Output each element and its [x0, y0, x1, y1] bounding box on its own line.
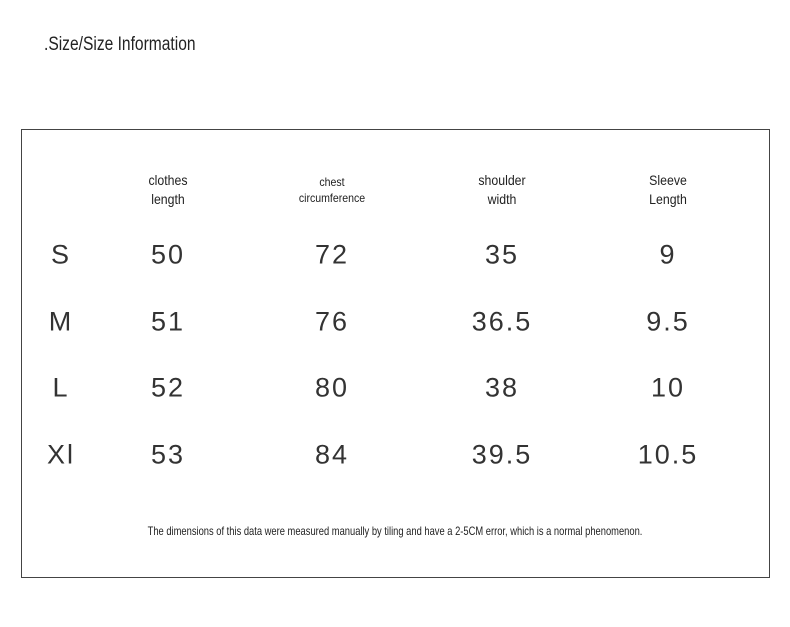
table-cell: 9.5 — [646, 306, 690, 337]
table-cell: 84 — [314, 439, 350, 470]
size-table — [21, 129, 770, 578]
footnote: The dimensions of this data were measure… — [147, 524, 643, 538]
table-cell: 36.5 — [471, 306, 533, 337]
row-label: Xl — [46, 439, 76, 470]
table-cell: 9 — [659, 239, 677, 270]
column-header: clothes length — [148, 172, 188, 207]
row-label: S — [50, 239, 72, 270]
table-cell: 10.5 — [637, 439, 699, 470]
row-label: L — [52, 372, 70, 403]
table-cell: 52 — [150, 372, 186, 403]
table-cell: 76 — [314, 306, 350, 337]
column-header: Sleeve Length — [649, 172, 687, 207]
table-cell: 38 — [484, 372, 520, 403]
table-cell: 53 — [150, 439, 186, 470]
page-title: .Size/Size Information — [44, 34, 196, 55]
table-cell: 35 — [484, 239, 520, 270]
table-cell: 50 — [150, 239, 186, 270]
table-cell: 10 — [650, 372, 686, 403]
column-header: chest circumference — [298, 175, 366, 205]
column-header: shoulder width — [478, 172, 526, 207]
table-cell: 51 — [150, 306, 186, 337]
table-cell: 80 — [314, 372, 350, 403]
row-label: M — [48, 306, 74, 337]
table-cell: 39.5 — [471, 439, 533, 470]
table-cell: 72 — [314, 239, 350, 270]
